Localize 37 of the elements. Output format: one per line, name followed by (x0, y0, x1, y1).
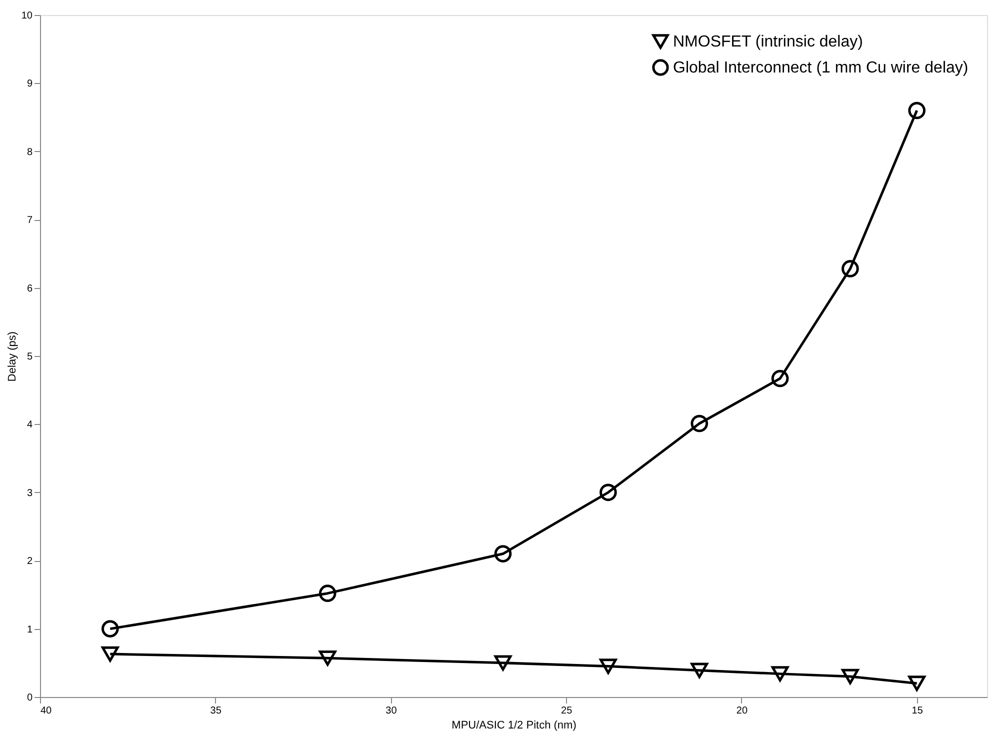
y-tick-label: 5 (26, 352, 33, 362)
y-axis-title: Delay (ps) (6, 331, 18, 382)
point (101, 646, 119, 662)
point (600, 658, 617, 674)
y-tick-label: 8 (26, 146, 33, 158)
y-tick-label: 4 (26, 420, 33, 431)
y-tick-label: 2 (26, 556, 33, 568)
point (101, 620, 119, 638)
point (318, 650, 336, 666)
point (771, 370, 789, 388)
y-tick-label: 1 (26, 624, 33, 636)
x-tick-label: 35 (210, 706, 222, 716)
x-tick-label: 20 (736, 706, 748, 716)
legend-label: NMOSFET (intrinsic delay) (673, 34, 863, 50)
y-tick-label: 9 (26, 78, 33, 90)
x-axis-title: MPU/ASIC 1/2 Pitch (nm) (452, 720, 576, 732)
y-tick-label: 3 (26, 488, 33, 499)
x-tick-label: 30 (386, 706, 398, 716)
y-tick-label: 7 (26, 215, 33, 226)
point (908, 102, 926, 120)
point (908, 676, 926, 692)
x-tick-label: 40 (40, 706, 52, 716)
x-tick-label: 15 (912, 706, 924, 716)
point (771, 666, 789, 682)
point (842, 260, 859, 278)
point (494, 655, 512, 671)
y-tick-label: 6 (26, 283, 33, 294)
point (494, 545, 512, 562)
point (842, 668, 859, 684)
point (600, 484, 617, 502)
point (690, 662, 708, 678)
y-tick-label: 10 (21, 10, 33, 22)
point (318, 584, 336, 602)
point (690, 414, 708, 432)
x-tick-label: 25 (561, 706, 573, 716)
legend-label: Global Interconnect (1 mm Cu wire delay) (673, 60, 968, 76)
y-tick-label: 0 (26, 692, 33, 704)
